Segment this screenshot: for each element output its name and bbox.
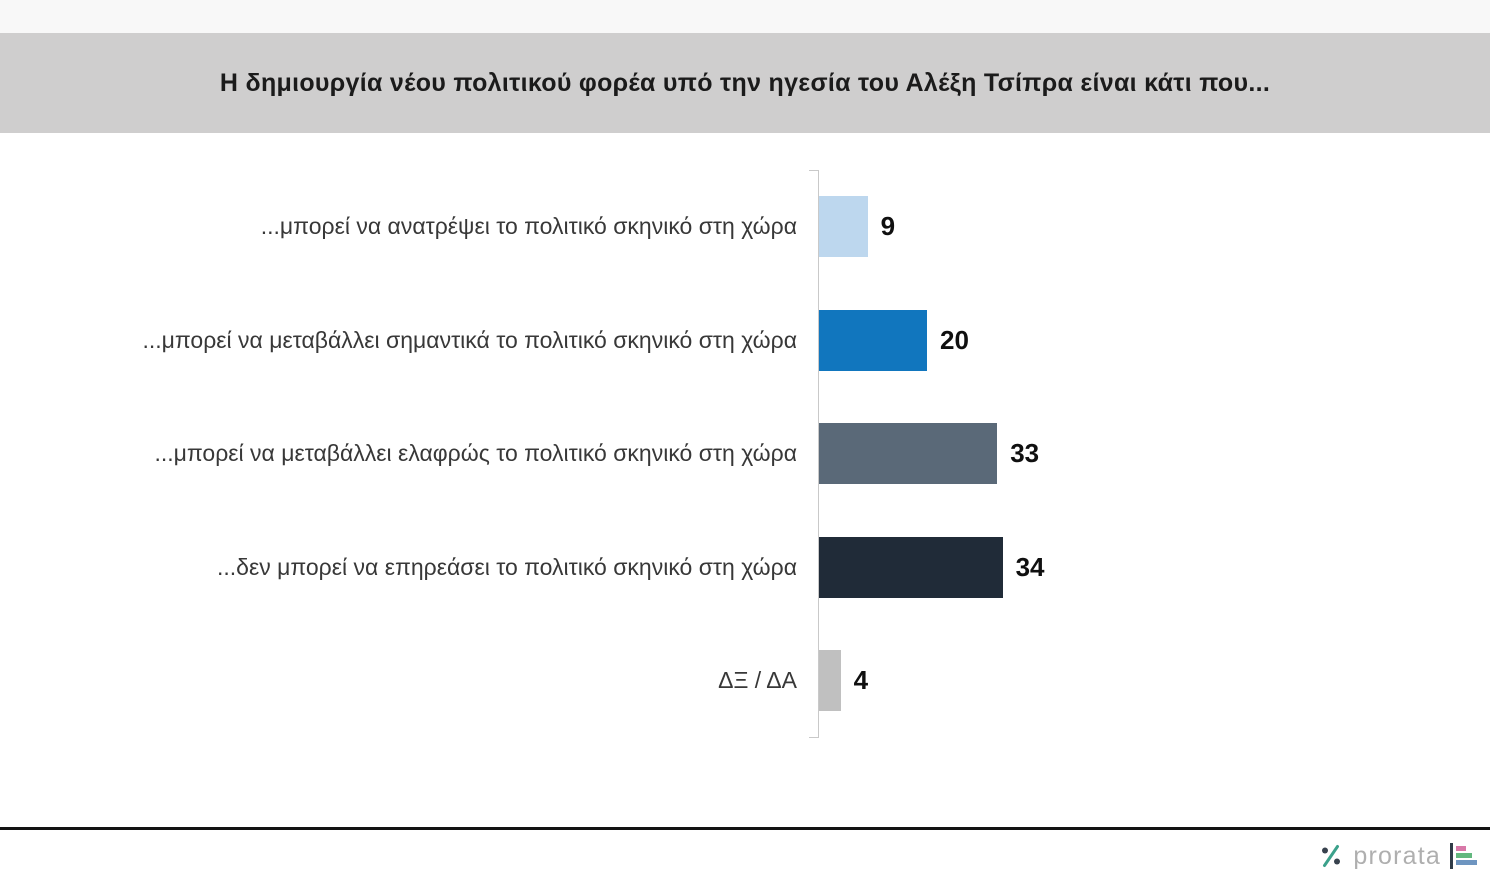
category-label: ...μπορεί να ανατρέψει το πολιτικό σκηνι…	[260, 213, 797, 240]
percent-icon	[1318, 843, 1344, 869]
chart-row: ...μπορεί να ανατρέψει το πολιτικό σκηνι…	[0, 170, 1490, 284]
category-label: ...δεν μπορεί να επηρεάσει το πολιτικό σ…	[216, 553, 797, 580]
axis-tick-top	[809, 170, 818, 171]
category-label: ...μπορεί να μεταβάλλει σημαντικά το πολ…	[142, 326, 797, 353]
chart-row: ...μπορεί να μεταβάλλει σημαντικά το πολ…	[0, 283, 1490, 397]
value-label: 20	[940, 324, 969, 355]
logo-wordmark: prorata	[1353, 841, 1441, 870]
chart-row: ...μπορεί να μεταβάλλει ελαφρώς το πολιτ…	[0, 397, 1490, 511]
prorata-logo: prorata	[1318, 839, 1477, 873]
value-label: 34	[1015, 551, 1045, 582]
bar	[819, 650, 841, 712]
value-label: 4	[853, 665, 869, 696]
category-label: ΔΞ / ΔΑ	[718, 667, 797, 694]
plot-area-row: 33	[818, 397, 1490, 511]
logo-bars-icon	[1450, 843, 1477, 869]
plot-area-row: 34	[818, 510, 1490, 624]
chart-row: ...δεν μπορεί να επηρεάσει το πολιτικό σ…	[0, 510, 1490, 624]
chart-title: Η δημιουργία νέου πολιτικού φορέα υπό τη…	[219, 68, 1271, 97]
category-label: ...μπορεί να μεταβάλλει ελαφρώς το πολιτ…	[154, 440, 797, 467]
axis-tick-bottom	[809, 737, 818, 738]
plot-area-row: 4	[818, 624, 1490, 738]
bar	[819, 309, 927, 371]
plot-area-row: 9	[818, 170, 1490, 284]
logo-divider	[1450, 843, 1453, 869]
chart-row: ΔΞ / ΔΑ 4	[0, 624, 1490, 738]
chart-title-band: Η δημιουργία νέου πολιτικού φορέα υπό τη…	[0, 33, 1490, 133]
footer-divider-line	[0, 827, 1490, 830]
bar	[819, 423, 998, 485]
value-label: 9	[880, 211, 896, 242]
value-label: 33	[1010, 438, 1040, 469]
horizontal-bar-chart: ...μπορεί να ανατρέψει το πολιτικό σκηνι…	[0, 170, 1490, 738]
plot-area-row: 20	[818, 283, 1490, 397]
top-strip	[0, 0, 1490, 33]
bar	[819, 196, 868, 258]
bar	[819, 536, 1003, 598]
